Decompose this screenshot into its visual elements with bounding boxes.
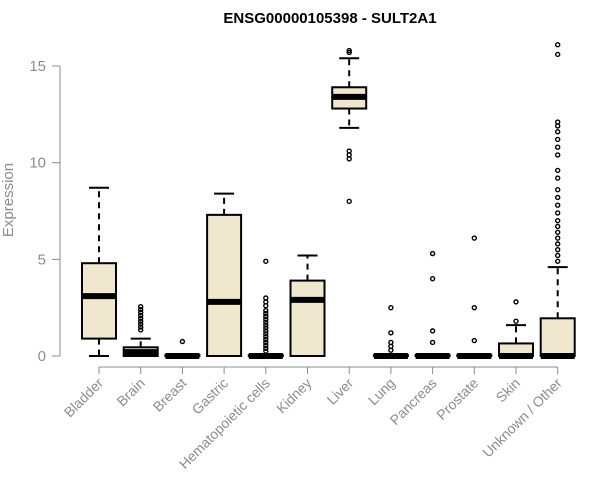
outlier-point <box>137 315 144 321</box>
box-series <box>81 42 576 359</box>
outlier-point <box>263 307 269 314</box>
outlier-point <box>263 348 269 354</box>
outlier-point <box>263 339 269 346</box>
outlier-point <box>555 229 561 235</box>
outlier-point <box>555 119 561 125</box>
x-tick-label: Breast <box>150 375 190 415</box>
y-tick-label: 0 <box>38 348 46 365</box>
outlier-point <box>137 312 144 319</box>
box-iqr <box>206 213 243 357</box>
outlier-point <box>555 175 561 181</box>
outlier-point <box>555 217 561 224</box>
box-iqr <box>289 279 326 358</box>
outlier-point <box>555 223 561 230</box>
box-group <box>247 258 284 359</box>
outlier-point <box>555 167 561 174</box>
box-group <box>331 47 368 205</box>
outlier-point <box>346 198 352 205</box>
box-group <box>414 250 451 359</box>
outlier-point <box>263 295 269 301</box>
outlier-point <box>388 330 394 336</box>
outlier-point <box>263 333 269 340</box>
box-group <box>456 235 493 359</box>
outlier-point <box>137 304 144 310</box>
x-tick-label: Skin <box>493 375 524 406</box>
outlier-point <box>555 252 561 259</box>
y-axis-label: Expression <box>0 163 17 237</box>
y-tick-label: 5 <box>38 251 46 268</box>
x-tick-label: Liver <box>324 375 357 408</box>
outlier-point <box>555 258 561 264</box>
outlier-point <box>263 325 269 331</box>
box-group <box>81 186 117 357</box>
outlier-point <box>137 324 144 330</box>
outlier-point <box>555 51 561 58</box>
outlier-point <box>513 299 519 305</box>
outlier-point <box>555 194 561 201</box>
outlier-point <box>263 310 269 317</box>
box-group <box>498 299 534 359</box>
x-tick-label: Bladder <box>61 375 107 421</box>
outlier-point <box>471 235 477 241</box>
outlier-point <box>555 129 561 135</box>
y-axis: 0 5 10 15 <box>29 58 61 365</box>
outlier-point <box>137 309 144 316</box>
outlier-point <box>555 241 561 247</box>
outlier-point <box>263 345 269 351</box>
box-group <box>539 42 576 359</box>
outlier-point <box>555 187 561 193</box>
outlier-point <box>471 337 477 344</box>
outlier-point <box>471 304 477 311</box>
box-iqr <box>81 262 117 340</box>
x-tick-label: Kidney <box>273 375 315 417</box>
outlier-point <box>429 328 436 334</box>
outlier-point <box>263 336 269 343</box>
outlier-point <box>346 148 352 154</box>
outlier-point <box>555 235 561 241</box>
outlier-point <box>263 322 269 328</box>
box-group <box>206 192 243 357</box>
x-tick-label: Unknown / Other <box>479 375 565 461</box>
y-tick-label: 10 <box>29 155 46 172</box>
outlier-point <box>555 136 561 143</box>
outlier-point <box>513 318 519 324</box>
outlier-point <box>555 202 561 208</box>
outlier-point <box>555 144 561 150</box>
outlier-point <box>555 246 561 253</box>
chart-title: ENSG00000105398 - SULT2A1 <box>223 10 436 27</box>
outlier-point <box>429 339 436 346</box>
y-tick-label: 15 <box>29 58 46 75</box>
box-group <box>372 304 409 359</box>
outlier-point <box>263 331 269 337</box>
box-group <box>122 304 159 357</box>
box-group <box>164 338 201 359</box>
x-tick-label: Lung <box>365 375 398 408</box>
outlier-point <box>137 327 144 333</box>
outlier-point <box>137 321 144 327</box>
outlier-point <box>263 319 269 325</box>
outlier-point <box>429 250 436 257</box>
outlier-point <box>346 49 352 56</box>
outlier-point <box>179 338 186 345</box>
box-iqr <box>539 317 576 357</box>
outlier-point <box>388 339 394 346</box>
outlier-point <box>263 316 269 322</box>
outlier-point <box>555 152 561 158</box>
outlier-point <box>555 42 561 48</box>
x-tick-label: Prostate <box>433 375 481 423</box>
outlier-point <box>137 318 144 324</box>
x-tick-label: Brain <box>113 375 147 409</box>
box-group <box>289 254 326 358</box>
outlier-point <box>429 275 436 282</box>
outlier-point <box>263 342 269 349</box>
outlier-point <box>263 328 269 334</box>
outlier-point <box>263 313 269 320</box>
outlier-point <box>263 258 269 264</box>
outlier-point <box>388 304 394 311</box>
outlier-point <box>555 210 561 216</box>
outlier-point <box>346 47 352 54</box>
outlier-point <box>137 306 144 313</box>
